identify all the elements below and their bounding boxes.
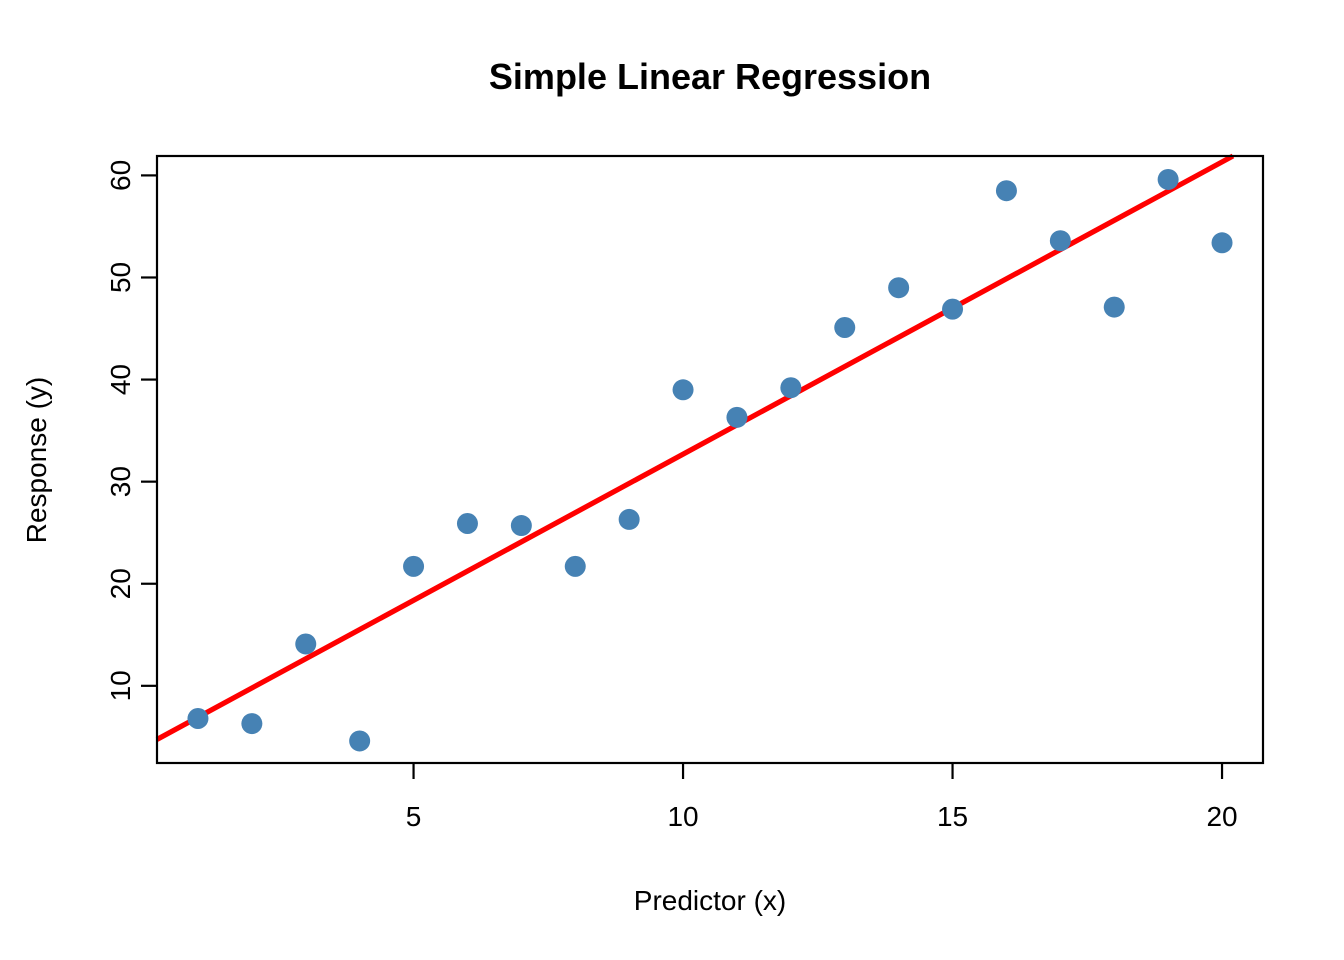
regression-line bbox=[155, 153, 1235, 742]
data-point bbox=[295, 633, 317, 655]
data-point bbox=[888, 277, 910, 299]
x-axis-label: Predictor (x) bbox=[634, 885, 786, 916]
data-point bbox=[726, 406, 748, 428]
x-tick-label: 10 bbox=[667, 801, 698, 832]
data-point bbox=[510, 515, 532, 537]
y-tick-label: 10 bbox=[105, 670, 136, 701]
data-point bbox=[187, 707, 209, 729]
y-tick-label: 30 bbox=[105, 466, 136, 497]
data-point bbox=[349, 730, 371, 752]
data-point bbox=[834, 317, 856, 339]
plot-frame bbox=[155, 154, 1265, 765]
data-point bbox=[456, 513, 478, 535]
data-point bbox=[1049, 230, 1071, 252]
data-point bbox=[995, 180, 1017, 202]
data-point bbox=[780, 377, 802, 399]
data-point bbox=[1103, 296, 1125, 318]
data-point bbox=[672, 379, 694, 401]
scatter-points-layer bbox=[187, 168, 1233, 752]
y-axis-label: Response (y) bbox=[21, 377, 52, 544]
data-point bbox=[1211, 232, 1233, 254]
x-tick-label: 15 bbox=[937, 801, 968, 832]
x-tick-label: 5 bbox=[406, 801, 422, 832]
data-point bbox=[564, 555, 586, 577]
y-tick-label: 40 bbox=[105, 364, 136, 395]
y-tick-label: 20 bbox=[105, 568, 136, 599]
x-tick-label: 20 bbox=[1206, 801, 1237, 832]
y-tick-label: 60 bbox=[105, 160, 136, 191]
regression-line-layer bbox=[155, 153, 1235, 742]
data-point bbox=[403, 555, 425, 577]
data-point bbox=[1157, 168, 1179, 190]
axis-ticks: 5 10 15 20 10 20 30 40 50 60 bbox=[105, 160, 1238, 832]
chart-title: Simple Linear Regression bbox=[489, 56, 931, 97]
data-point bbox=[942, 298, 964, 320]
data-point bbox=[618, 508, 640, 530]
data-point bbox=[241, 713, 263, 735]
y-tick-label: 50 bbox=[105, 262, 136, 293]
